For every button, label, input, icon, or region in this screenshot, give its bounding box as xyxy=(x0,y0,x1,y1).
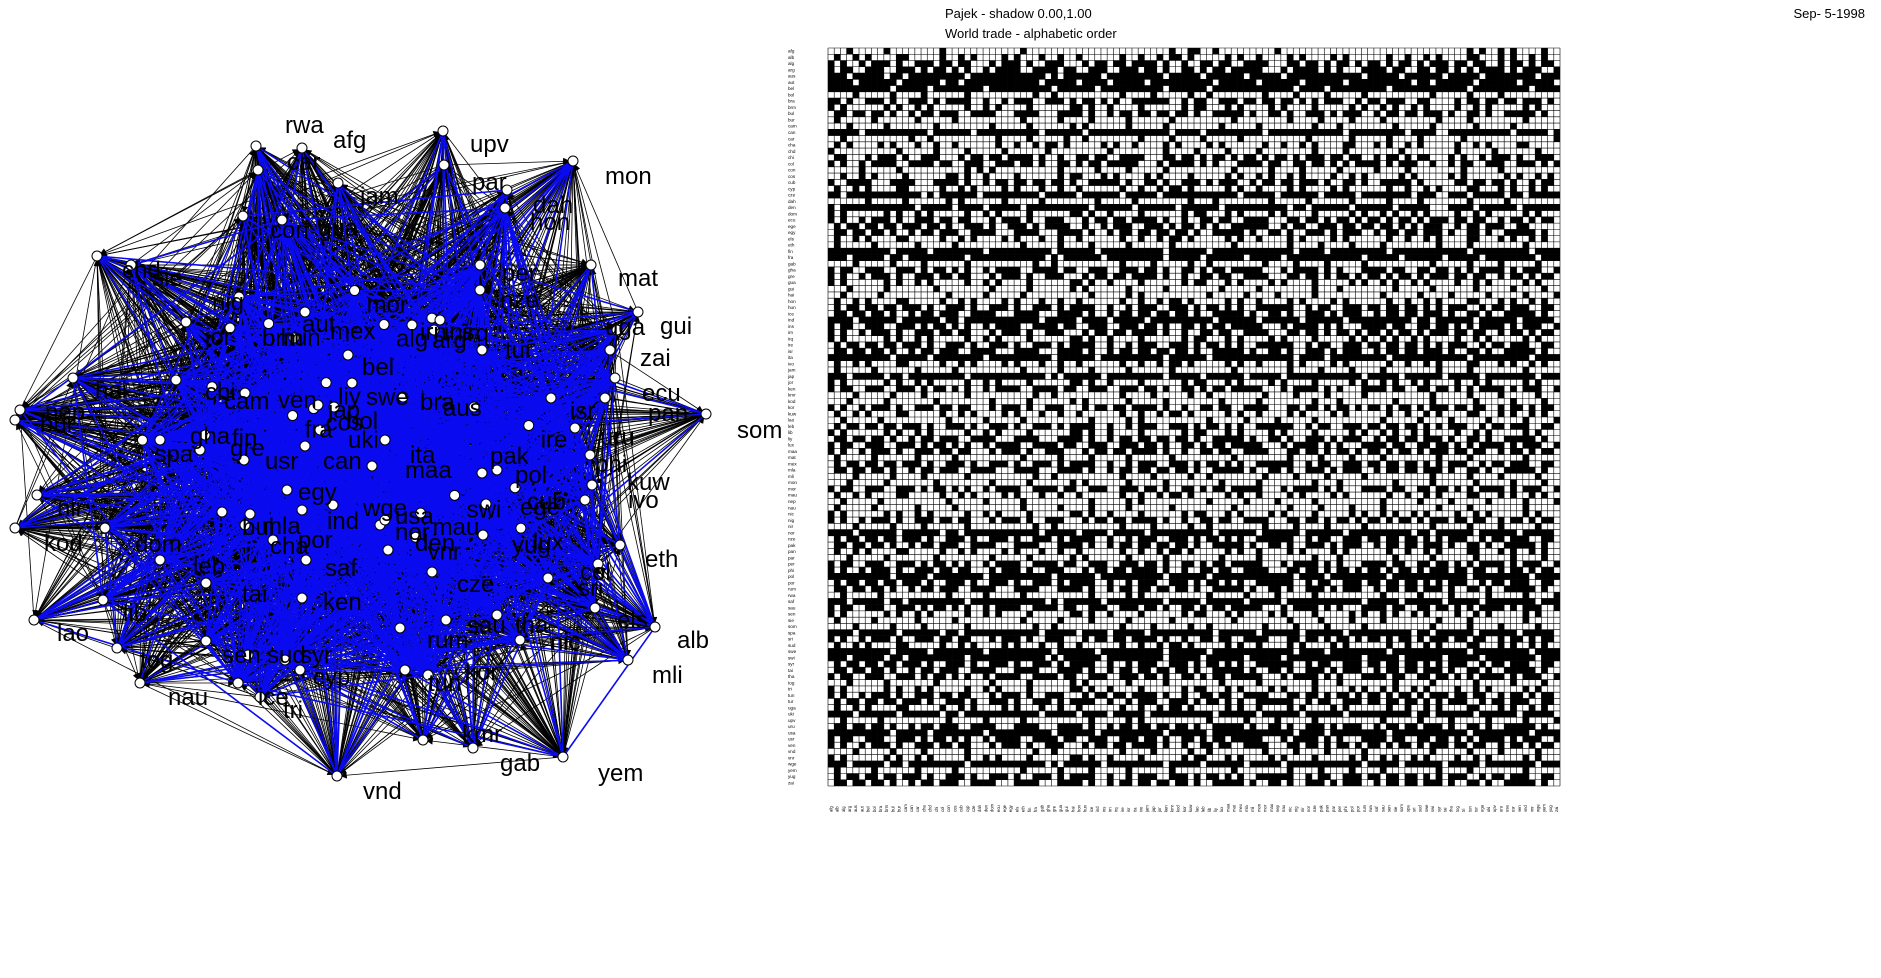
arc xyxy=(444,161,573,165)
pajek-view: afgalbalgargausautbelbolbrabrmbulburcamc… xyxy=(0,0,1881,973)
node xyxy=(379,320,389,330)
network: afgalbalgargausautbelbolbrabrmbulburcamc… xyxy=(10,112,782,805)
page: afgalbalgargausautbelbolbrabrmbulburcamc… xyxy=(0,0,1881,973)
node xyxy=(650,622,660,632)
